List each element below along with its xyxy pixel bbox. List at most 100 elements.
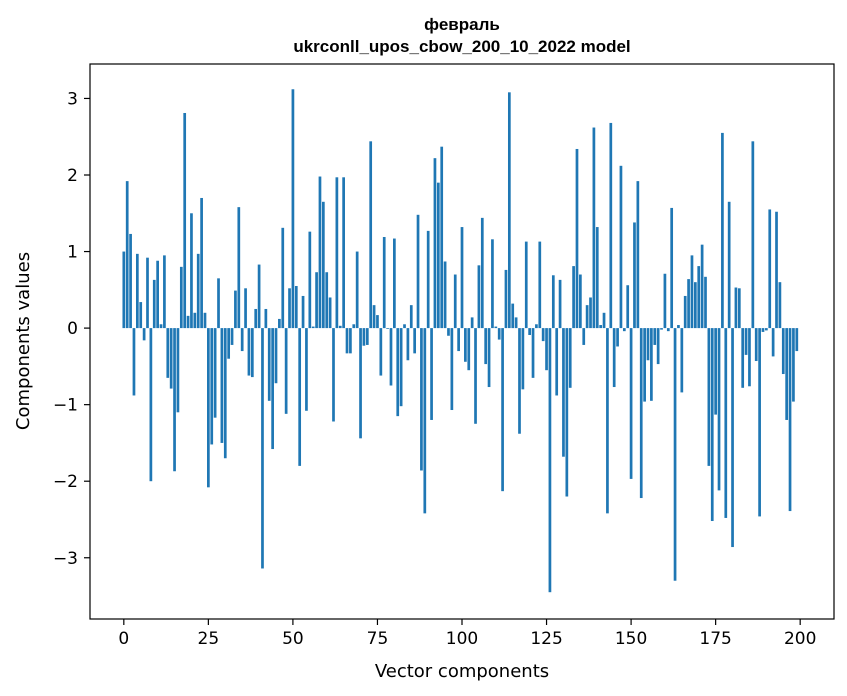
bar <box>754 328 758 362</box>
bar <box>622 328 626 332</box>
bar <box>531 328 535 378</box>
bar <box>217 278 220 329</box>
bar <box>599 325 603 329</box>
bar <box>785 328 789 420</box>
bar <box>538 241 542 329</box>
bar <box>727 201 731 329</box>
bar <box>511 303 515 329</box>
bar <box>396 328 400 417</box>
bar <box>240 328 244 352</box>
bar <box>359 328 362 439</box>
bar <box>250 328 254 378</box>
bar <box>284 328 288 414</box>
bar <box>518 328 521 434</box>
bar <box>477 265 481 329</box>
bar <box>758 328 761 517</box>
bar <box>433 158 437 329</box>
bar <box>393 238 396 329</box>
x-tick-label: 100 <box>446 629 478 649</box>
bar <box>781 328 785 375</box>
bar <box>464 328 467 362</box>
bar <box>423 328 427 514</box>
bar <box>646 328 650 361</box>
bar <box>355 251 359 329</box>
bar <box>467 328 471 371</box>
bar <box>382 237 386 329</box>
bar <box>179 266 183 329</box>
bar <box>683 295 687 329</box>
bar <box>470 317 474 329</box>
bar <box>450 328 454 411</box>
y-axis-label: Components values <box>13 252 34 430</box>
bar <box>267 328 271 401</box>
bar <box>491 239 494 329</box>
x-tick-label: 125 <box>530 629 562 649</box>
bar <box>677 325 680 329</box>
x-tick-label: 50 <box>282 629 304 649</box>
bar <box>257 264 261 329</box>
bar <box>501 328 504 492</box>
bar <box>362 328 366 346</box>
bar <box>541 328 545 342</box>
bar <box>734 287 738 329</box>
x-tick-label: 150 <box>615 629 647 649</box>
bar <box>579 274 582 329</box>
bar <box>227 328 231 359</box>
bar <box>443 261 447 329</box>
bar <box>308 231 312 329</box>
bar <box>670 207 674 329</box>
bar <box>237 207 241 329</box>
bar <box>575 148 579 329</box>
bar <box>200 197 203 329</box>
bar <box>551 275 555 329</box>
bar <box>403 324 406 329</box>
bar <box>440 146 444 329</box>
bar <box>602 312 606 329</box>
bar <box>765 328 768 331</box>
bar <box>186 315 190 329</box>
bar <box>494 326 498 329</box>
bar <box>619 165 623 329</box>
bar <box>420 328 423 471</box>
bar <box>210 328 214 445</box>
bar <box>203 312 207 329</box>
bar <box>795 328 799 352</box>
bar <box>717 328 721 491</box>
bar <box>521 328 525 390</box>
bar <box>409 305 413 329</box>
bar <box>318 176 322 329</box>
chart-subtitle: ukrconll_upos_cbow_200_10_2022 model <box>293 37 630 56</box>
bar <box>690 255 694 329</box>
bar <box>338 325 342 329</box>
bar <box>606 328 609 514</box>
bar <box>146 257 149 329</box>
y-axis-ticks: −3 −2 −1 0 1 2 3 <box>53 89 90 569</box>
bar <box>169 328 173 389</box>
bars-group <box>122 89 799 593</box>
bar <box>639 328 643 499</box>
x-tick-label: 0 <box>118 629 129 649</box>
bar <box>626 285 630 329</box>
bar <box>244 288 247 329</box>
x-tick-label: 75 <box>367 629 389 649</box>
bar <box>149 328 153 482</box>
bar <box>254 308 258 329</box>
y-tick-label: −3 <box>53 549 78 569</box>
bar <box>223 328 227 459</box>
bar <box>660 328 663 330</box>
bar <box>612 328 616 388</box>
bar <box>633 222 636 329</box>
bar <box>230 328 234 345</box>
y-tick-label: −1 <box>53 396 78 416</box>
bar <box>693 282 697 329</box>
bar <box>352 324 356 329</box>
bar <box>707 328 711 466</box>
bar <box>457 328 460 352</box>
bar <box>386 328 389 329</box>
bar <box>372 305 376 329</box>
bar <box>592 127 596 329</box>
bar <box>281 227 285 329</box>
bar <box>152 279 156 329</box>
bar <box>643 328 646 402</box>
